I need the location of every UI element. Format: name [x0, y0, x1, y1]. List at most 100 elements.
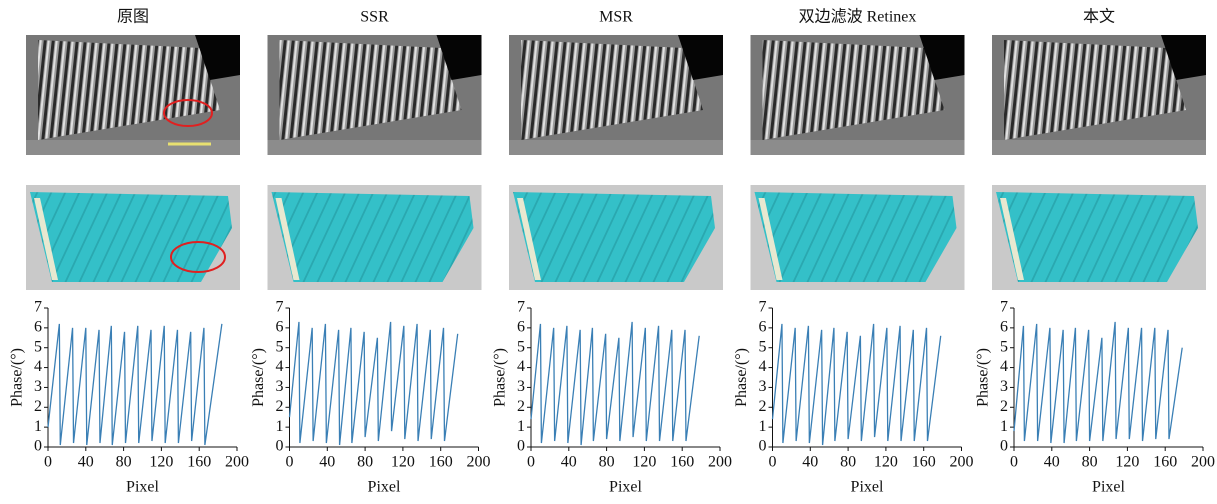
render-surface [30, 192, 232, 282]
x-axis-label: Pixel [851, 479, 884, 496]
y-tick-label: 5 [759, 338, 767, 355]
x-tick-label: 200 [1191, 454, 1215, 471]
data-line [530, 321, 700, 446]
x-tick-label: 200 [467, 454, 491, 471]
y-tick-label: 6 [276, 319, 284, 336]
photo-stripes [521, 40, 703, 140]
x-tick-label: 0 [527, 454, 535, 471]
y-tick-label: 7 [517, 299, 525, 316]
y-tick-label: 2 [1000, 398, 1008, 415]
data-line [771, 323, 942, 446]
y-tick-label: 7 [276, 299, 284, 316]
y-tick-label: 1 [276, 418, 284, 435]
photo-stripes [1004, 40, 1186, 140]
y-tick-label: 6 [759, 319, 767, 336]
y-tick-label: 5 [276, 338, 284, 355]
column-title: 双边滤波 Retinex [799, 8, 917, 26]
x-tick-label: 200 [708, 454, 732, 471]
y-tick-label: 3 [517, 378, 525, 395]
y-axis-label: Phase/(°) [492, 348, 509, 407]
photo-stripes [38, 40, 220, 140]
render-edge [34, 198, 58, 280]
y-tick-label: 5 [34, 338, 42, 355]
x-tick-label: 80 [116, 454, 132, 471]
x-tick-label: 40 [1044, 454, 1060, 471]
data-line [47, 323, 223, 446]
y-tick-label: 1 [34, 418, 42, 435]
y-tick-label: 2 [517, 398, 525, 415]
y-tick-label: 7 [759, 299, 767, 316]
y-tick-label: 7 [1000, 299, 1008, 316]
y-tick-label: 4 [759, 358, 767, 375]
photo-dark [919, 35, 965, 80]
render-surface [754, 192, 957, 282]
y-tick-label: 5 [517, 338, 525, 355]
y-tick-label: 1 [1000, 418, 1008, 435]
render-edge [517, 198, 541, 280]
y-tick-label: 5 [1000, 338, 1008, 355]
highlight [170, 241, 226, 273]
x-tick-label: 0 [1010, 454, 1018, 471]
y-tick-label: 6 [517, 319, 525, 336]
y-tick-label: 4 [34, 358, 42, 375]
y-axis-label: Phase/(°) [975, 348, 992, 407]
highlight [163, 99, 213, 127]
x-tick-label: 200 [950, 454, 974, 471]
y-tick-label: 1 [759, 418, 767, 435]
x-tick-label: 0 [286, 454, 294, 471]
x-tick-label: 0 [769, 454, 777, 471]
photo-bottom [992, 140, 1206, 155]
photo-dark [678, 35, 723, 80]
photo-stripes [762, 40, 945, 140]
photo-bottom [26, 140, 240, 155]
x-tick-label: 0 [44, 454, 52, 471]
x-tick-label: 160 [912, 454, 936, 471]
x-tick-label: 160 [670, 454, 694, 471]
render-edge [1000, 198, 1024, 280]
x-axis-label: Pixel [126, 479, 159, 496]
y-tick-label: 4 [517, 358, 525, 375]
column-title: SSR [360, 9, 389, 26]
photo-stripes [279, 40, 462, 140]
x-tick-label: 120 [874, 454, 898, 471]
y-tick-label: 2 [759, 398, 767, 415]
y-tick-label: 6 [34, 319, 42, 336]
x-axis-label: Pixel [368, 479, 401, 496]
render-edge [275, 198, 300, 280]
photo-dark [195, 35, 240, 80]
render-surface [271, 192, 474, 282]
photo-dark [436, 35, 482, 80]
y-tick-label: 4 [1000, 358, 1008, 375]
x-axis-label: Pixel [609, 479, 642, 496]
y-axis-label: Phase/(°) [733, 348, 750, 407]
x-tick-label: 40 [561, 454, 577, 471]
y-tick-label: 3 [276, 378, 284, 395]
y-tick-label: 0 [1000, 438, 1008, 455]
x-tick-label: 160 [187, 454, 211, 471]
y-axis-label: Phase/(°) [250, 348, 267, 407]
y-tick-label: 3 [759, 378, 767, 395]
photo-bottom [509, 140, 723, 155]
y-tick-label: 2 [34, 398, 42, 415]
x-tick-label: 80 [599, 454, 615, 471]
data-line [1013, 321, 1183, 444]
x-tick-label: 40 [319, 454, 335, 471]
column-title: 本文 [1083, 8, 1115, 26]
x-tick-label: 80 [357, 454, 373, 471]
y-axis-label: Phase/(°) [9, 348, 26, 407]
x-axis-label: Pixel [1092, 479, 1125, 496]
photo-bottom [267, 140, 482, 155]
x-tick-label: 120 [1115, 454, 1139, 471]
y-tick-label: 0 [34, 438, 42, 455]
render-surface [996, 192, 1198, 282]
x-tick-label: 120 [391, 454, 415, 471]
x-tick-label: 160 [1153, 454, 1177, 471]
y-tick-label: 0 [759, 438, 767, 455]
y-tick-label: 0 [276, 438, 284, 455]
y-tick-label: 2 [276, 398, 284, 415]
x-tick-label: 120 [149, 454, 173, 471]
x-tick-label: 80 [840, 454, 856, 471]
data-line [288, 321, 459, 446]
y-tick-label: 3 [34, 378, 42, 395]
